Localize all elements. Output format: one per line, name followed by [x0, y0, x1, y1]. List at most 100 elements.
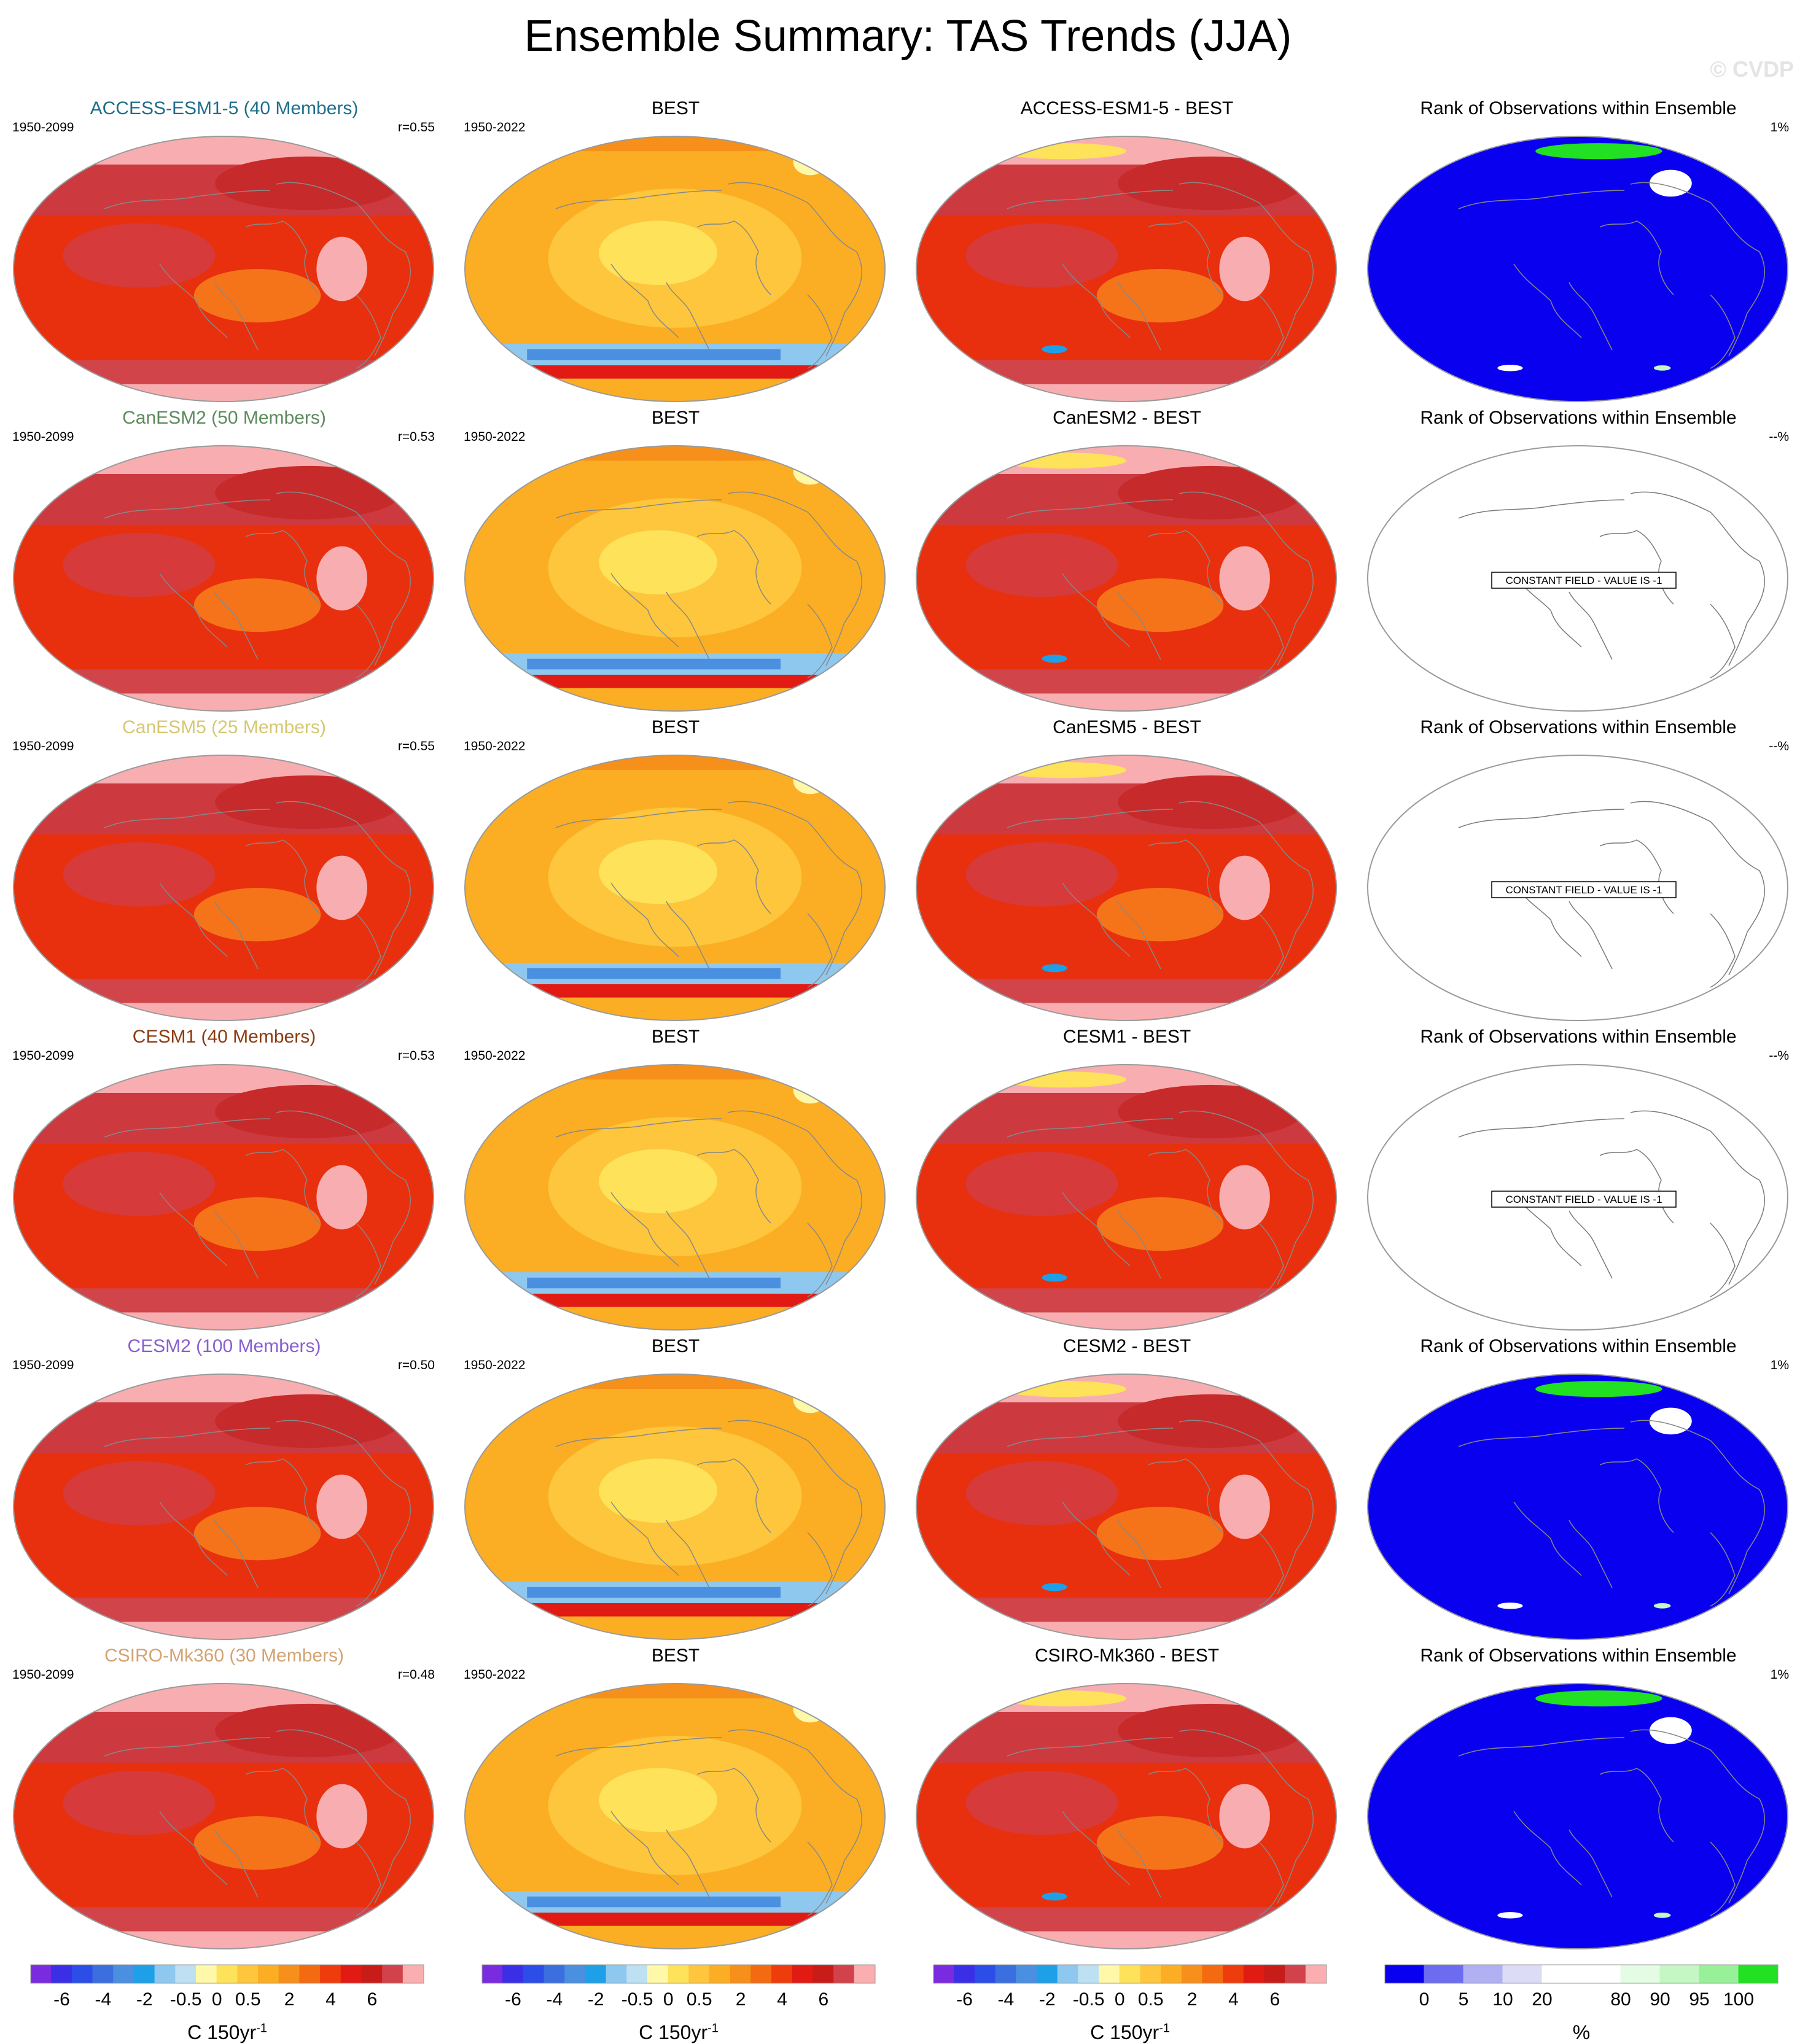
- colorbar-swatch: [1036, 1964, 1058, 1984]
- period-label: 1950-2022: [464, 430, 526, 444]
- map-obs: [464, 1373, 886, 1644]
- colorbar-swatch: [1078, 1964, 1099, 1984]
- panel-title-model: CESM2 (100 Members): [127, 1336, 321, 1356]
- panel-model-row-1: ACCESS-ESM1-5 (40 Members) 1950-2099 r=0.5…: [0, 98, 448, 405]
- colorbar-units: C 150yr-1: [476, 2021, 881, 2044]
- panel-title-diff: CESM2 - BEST: [1062, 1336, 1191, 1356]
- colorbar-swatch: [1620, 1964, 1661, 1984]
- colorbar-swatch: [51, 1964, 72, 1984]
- rank-percent: 1%: [1770, 1668, 1789, 1682]
- period-label: 1950-2022: [464, 1358, 526, 1372]
- colorbar-swatch: [71, 1964, 93, 1984]
- colorbar-swatch: [278, 1964, 300, 1984]
- colorbar-swatch: [340, 1964, 362, 1984]
- period-label: 1950-2022: [464, 120, 526, 134]
- panel-diff-row-6: CSIRO-Mk360 - BEST: [903, 1646, 1351, 1953]
- pattern-correlation: r=0.55: [397, 120, 435, 134]
- map-model: [12, 754, 435, 1025]
- colorbar-tick-label: 5: [1459, 1989, 1469, 2010]
- panel-obs-row-4: BEST 1950-2022: [451, 1027, 900, 1334]
- colorbar-tick-label: -4: [998, 1989, 1015, 2010]
- colorbar-tick-label: 6: [818, 1989, 828, 2010]
- map-rank: [1366, 1682, 1789, 1953]
- colorbar-obs-trend: -6 -4 -2 -0.5 0 0.5 2 4 6 C 150yr-1: [476, 1961, 881, 2043]
- panel-title-diff: CanESM2 - BEST: [1053, 408, 1201, 428]
- colorbar-tick-label: 0.5: [1138, 1989, 1164, 2010]
- map-model: [12, 1682, 435, 1953]
- rank-percent: 1%: [1770, 1358, 1789, 1372]
- colorbar-tick-label: 100: [1723, 1989, 1754, 2010]
- colorbar-tick-label: 10: [1492, 1989, 1513, 2010]
- colorbar-swatch: [195, 1964, 217, 1984]
- colorbar-units: %: [1379, 2021, 1784, 2044]
- colorbar-tick-label: -0.5: [170, 1989, 202, 2010]
- colorbar-tick-label: 80: [1610, 1989, 1631, 2010]
- rank-percent: --%: [1769, 1049, 1789, 1063]
- panel-title-diff: CESM1 - BEST: [1062, 1027, 1191, 1047]
- colorbar-tick-label: -2: [588, 1989, 604, 2010]
- colorbar-tick-label: 20: [1532, 1989, 1552, 2010]
- panel-title-model: CSIRO-Mk360 (30 Members): [104, 1646, 345, 1666]
- panel-title-diff: CSIRO-Mk360 - BEST: [1034, 1646, 1220, 1666]
- colorbar-swatch: [1181, 1964, 1203, 1984]
- rank-percent: --%: [1769, 739, 1789, 753]
- map-obs: [464, 135, 886, 406]
- colorbar-swatch: [1659, 1964, 1700, 1984]
- colorbar-tick-label: -6: [53, 1989, 70, 2010]
- colorbar-swatch: [933, 1964, 955, 1984]
- colorbar-tick-label: 90: [1650, 1989, 1670, 2010]
- colorbar-swatch: [606, 1964, 628, 1984]
- colorbar-swatch: [175, 1964, 197, 1984]
- colorbar-swatch: [954, 1964, 975, 1984]
- colorbar-tick-label: 95: [1689, 1989, 1709, 2010]
- colorbar-swatch: [1285, 1964, 1306, 1984]
- colorbar-tick-label: -4: [95, 1989, 112, 2010]
- panel-diff-row-2: CanESM2 - BEST: [903, 408, 1351, 715]
- colorbar-swatch: [258, 1964, 279, 1984]
- colorbar-swatch: [1699, 1964, 1739, 1984]
- map-diff: [915, 754, 1338, 1025]
- colorbar-tick-label: -0.5: [622, 1989, 653, 2010]
- map-rank: CONSTANT FIELD - VALUE IS -1: [1366, 445, 1789, 715]
- colorbar-swatch: [216, 1964, 238, 1984]
- panel-diff-row-4: CESM1 - BEST: [903, 1027, 1351, 1334]
- colorbar-tick-label: -2: [136, 1989, 153, 2010]
- panel-diff-row-1: ACCESS-ESM1-5 - BEST: [903, 98, 1351, 405]
- colorbar-tick-label: 0.5: [235, 1989, 261, 2010]
- panel-model-row-5: CESM2 (100 Members) 1950-2099 r=0.50: [0, 1336, 448, 1643]
- units-exponent: -1: [256, 2021, 267, 2035]
- units-text: C 150yr: [1090, 2021, 1159, 2043]
- colorbar-swatch: [1016, 1964, 1037, 1984]
- colorbar-swatch: [1541, 1964, 1582, 1984]
- period-label: 1950-2099: [12, 120, 74, 134]
- panel-title-diff: ACCESS-ESM1-5 - BEST: [1020, 98, 1234, 119]
- panel-rank-row-1: Rank of Observations within Ensemble 1%: [1354, 98, 1802, 405]
- pattern-correlation: r=0.53: [397, 1049, 435, 1063]
- map-diff: [915, 135, 1338, 406]
- units-text: C 150yr: [187, 2021, 257, 2043]
- colorbar-swatch: [299, 1964, 321, 1984]
- constant-field-label: CONSTANT FIELD - VALUE IS -1: [1505, 575, 1662, 586]
- map-rank: [1366, 135, 1789, 406]
- panel-title-obs: BEST: [651, 408, 700, 428]
- colorbar-tick-label: -2: [1039, 1989, 1056, 2010]
- colorbar-swatch: [1057, 1964, 1079, 1984]
- colorbar-swatch: [523, 1964, 545, 1984]
- map-model: [12, 1373, 435, 1644]
- constant-field-label: CONSTANT FIELD - VALUE IS -1: [1505, 884, 1662, 896]
- colorbar-swatch: [1243, 1964, 1265, 1984]
- panel-title-model: CESM1 (40 Members): [132, 1027, 316, 1047]
- figure-title: Ensemble Summary: TAS Trends (JJA): [524, 12, 1292, 61]
- panel-title-model: ACCESS-ESM1-5 (40 Members): [90, 98, 359, 119]
- colorbar-tick-label: 0: [1115, 1989, 1125, 2010]
- panel-model-row-3: CanESM5 (25 Members) 1950-2099 r=0.55: [0, 717, 448, 1024]
- colorbar-swatch: [1463, 1964, 1503, 1984]
- colorbar-swatch: [30, 1964, 52, 1984]
- panel-rank-row-4: Rank of Observations within Ensemble --% C…: [1354, 1027, 1802, 1334]
- units-text: %: [1572, 2021, 1591, 2043]
- map-diff: [915, 445, 1338, 715]
- panel-title-obs: BEST: [651, 1027, 700, 1047]
- panel-title-obs: BEST: [651, 1336, 700, 1356]
- colorbar-tick-label: -0.5: [1073, 1989, 1105, 2010]
- map-model: [12, 1063, 435, 1334]
